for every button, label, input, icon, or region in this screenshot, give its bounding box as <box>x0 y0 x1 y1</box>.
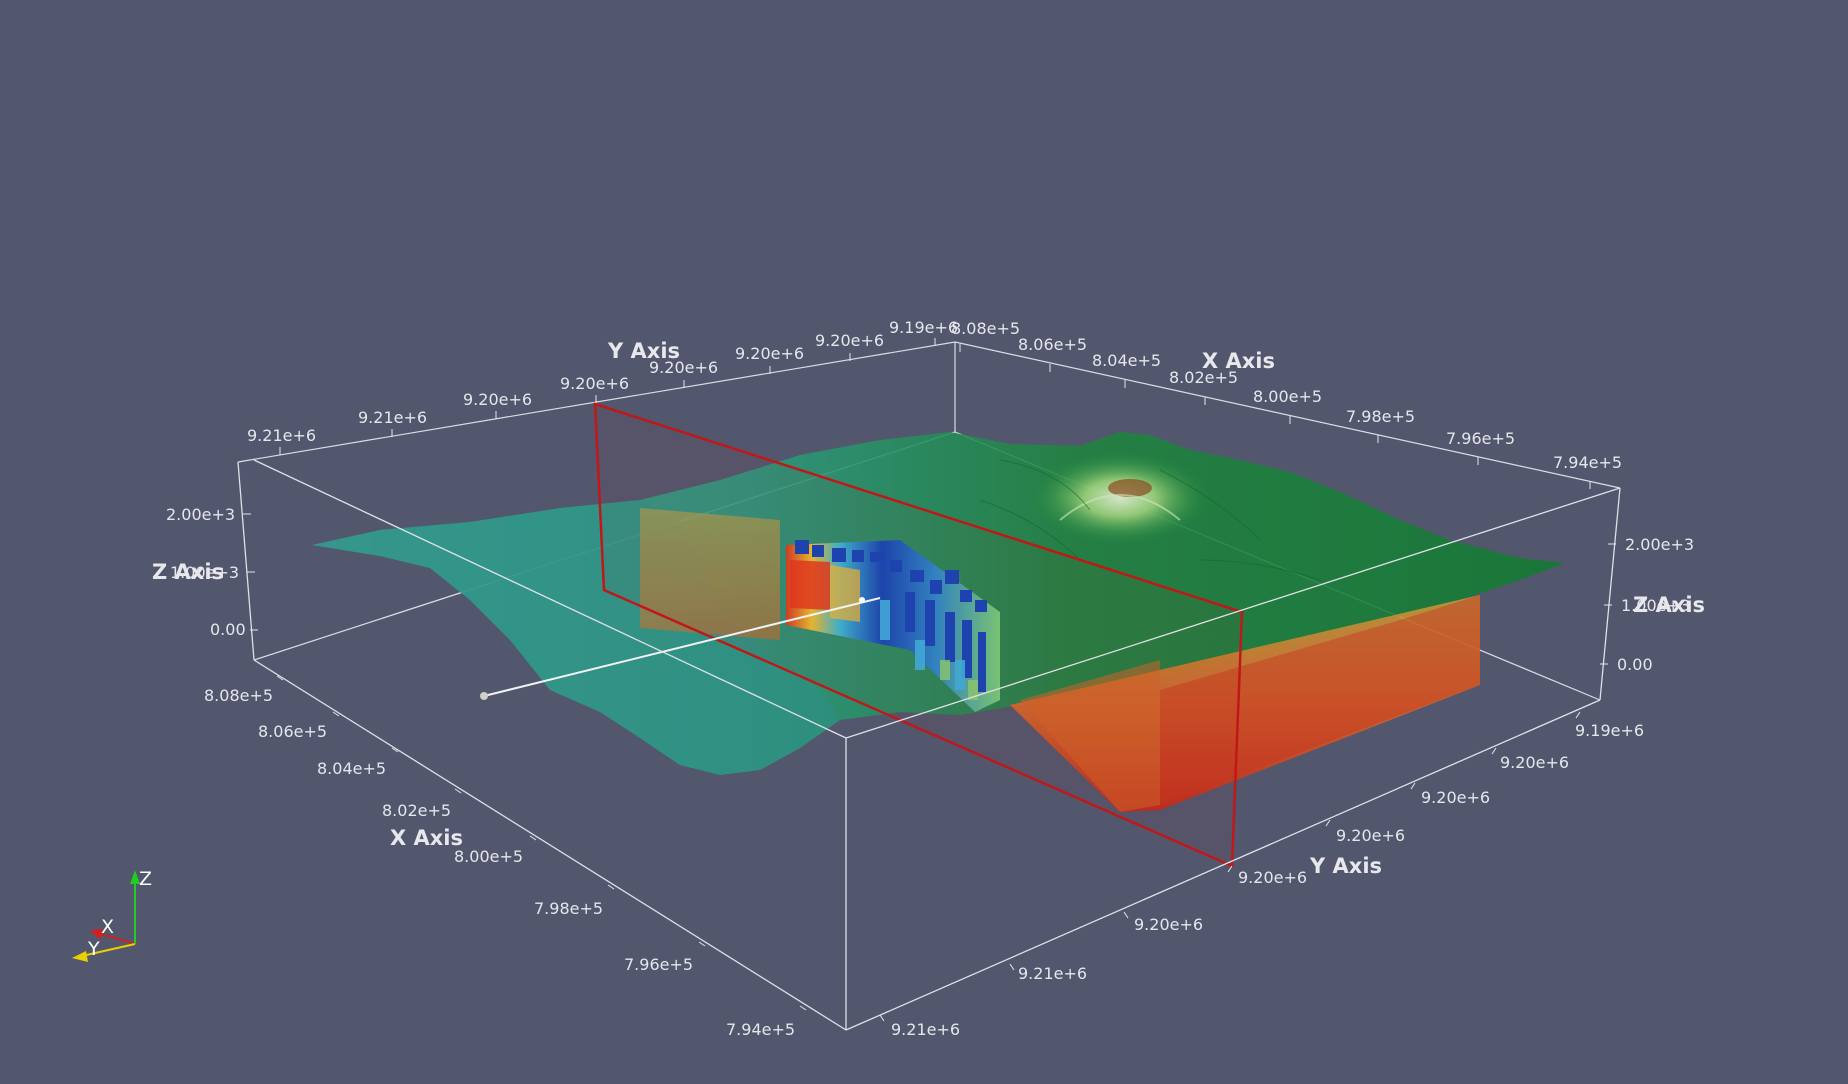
x-axis-back: 8.08e+5 8.06e+5 8.04e+5 8.02e+5 8.00e+5 … <box>951 319 1622 489</box>
x-axis-title-back: X Axis <box>1202 349 1275 373</box>
y-orientation-label: Y <box>87 938 100 960</box>
y-back-tick: 9.20e+6 <box>649 358 718 377</box>
x-back-tick: 8.04e+5 <box>1092 351 1161 370</box>
x-orientation-arrow <box>97 932 136 945</box>
z-orientation-label: Z <box>139 868 152 890</box>
y-axis-front: 9.20e+6 9.21e+6 9.21e+6 <box>879 911 1203 1039</box>
x-front-tick: 8.08e+5 <box>204 686 273 705</box>
y-right-tick: 9.20e+6 <box>1421 788 1490 807</box>
x-front-tick: 8.04e+5 <box>317 759 386 778</box>
bounding-box-front <box>237 459 1621 1031</box>
subsurface-block <box>640 508 1480 812</box>
y-axis-back: 9.21e+6 9.21e+6 9.20e+6 9.20e+6 9.20e+6 … <box>247 318 958 455</box>
z-axis-left: 2.00e+3 1.00e+3 0.00 Z Axis <box>152 505 258 639</box>
z-axis-right: 2.00e+3 1.00e+3 0.00 Z Axis <box>1600 535 1705 674</box>
y-front-tick: 9.20e+6 <box>1134 915 1203 934</box>
x-front-tick: 8.00e+5 <box>454 847 523 866</box>
axis-annotations: 9.21e+6 9.21e+6 9.20e+6 9.20e+6 9.20e+6 … <box>152 318 1705 1039</box>
z-arrow-head-icon <box>130 870 140 884</box>
y-back-tick: 9.21e+6 <box>247 426 316 445</box>
orientation-axes-widget[interactable]: Z X Y <box>72 868 152 962</box>
x-front-tick: 8.02e+5 <box>382 801 451 820</box>
y-axis-title-back: Y Axis <box>607 339 680 363</box>
x-front-tick: 8.06e+5 <box>258 722 327 741</box>
z-right-tick: 2.00e+3 <box>1625 535 1694 554</box>
y-front-tick: 9.21e+6 <box>891 1020 960 1039</box>
y-right-tick: 9.20e+6 <box>1500 753 1569 772</box>
y-front-tick: 9.21e+6 <box>1018 964 1087 983</box>
y-back-tick: 9.19e+6 <box>889 318 958 337</box>
x-front-tick: 7.94e+5 <box>726 1020 795 1039</box>
y-axis-right: 9.19e+6 9.20e+6 9.20e+6 9.20e+6 9.20e+6 … <box>1227 711 1644 887</box>
z-right-tick: 0.00 <box>1617 655 1653 674</box>
y-back-tick: 9.20e+6 <box>560 374 629 393</box>
y-orientation-arrow <box>81 943 136 957</box>
x-back-tick: 7.94e+5 <box>1553 453 1622 472</box>
y-arrow-head-icon <box>72 951 88 962</box>
z-axis-title-left: Z Axis <box>152 560 224 584</box>
z-axis-title-right: Z Axis <box>1633 593 1705 617</box>
y-axis-title-front: Y Axis <box>1309 854 1382 878</box>
probe-line[interactable] <box>480 597 881 700</box>
x-back-tick: 8.06e+5 <box>1018 335 1087 354</box>
y-right-tick: 9.20e+6 <box>1238 868 1307 887</box>
x-back-tick: 8.02e+5 <box>1169 368 1238 387</box>
x-front-tick: 7.96e+5 <box>624 955 693 974</box>
y-back-tick: 9.20e+6 <box>463 390 532 409</box>
scene-model <box>237 341 1621 1031</box>
x-back-tick: 8.08e+5 <box>951 319 1020 338</box>
y-back-tick: 9.20e+6 <box>815 331 884 350</box>
y-back-tick: 9.21e+6 <box>358 408 427 427</box>
x-back-tick: 7.98e+5 <box>1346 407 1415 426</box>
y-right-tick: 9.20e+6 <box>1336 826 1405 845</box>
x-axis-front: 8.08e+5 8.06e+5 8.04e+5 8.02e+5 8.00e+5 … <box>204 675 807 1039</box>
z-left-tick: 2.00e+3 <box>166 505 235 524</box>
x-back-tick: 8.00e+5 <box>1253 387 1322 406</box>
z-left-tick: 1.00e+3 <box>170 563 239 582</box>
x-front-tick: 7.98e+5 <box>534 899 603 918</box>
y-back-tick: 9.20e+6 <box>735 344 804 363</box>
x-arrow-head-icon <box>90 929 103 940</box>
x-orientation-label: X <box>101 916 114 938</box>
x-back-tick: 7.96e+5 <box>1446 429 1515 448</box>
model-slice <box>786 540 1000 712</box>
z-left-tick: 0.00 <box>210 620 246 639</box>
z-right-tick: 1.00e+3 <box>1621 596 1690 615</box>
x-axis-title-front: X Axis <box>390 826 463 850</box>
y-right-tick: 9.19e+6 <box>1575 721 1644 740</box>
